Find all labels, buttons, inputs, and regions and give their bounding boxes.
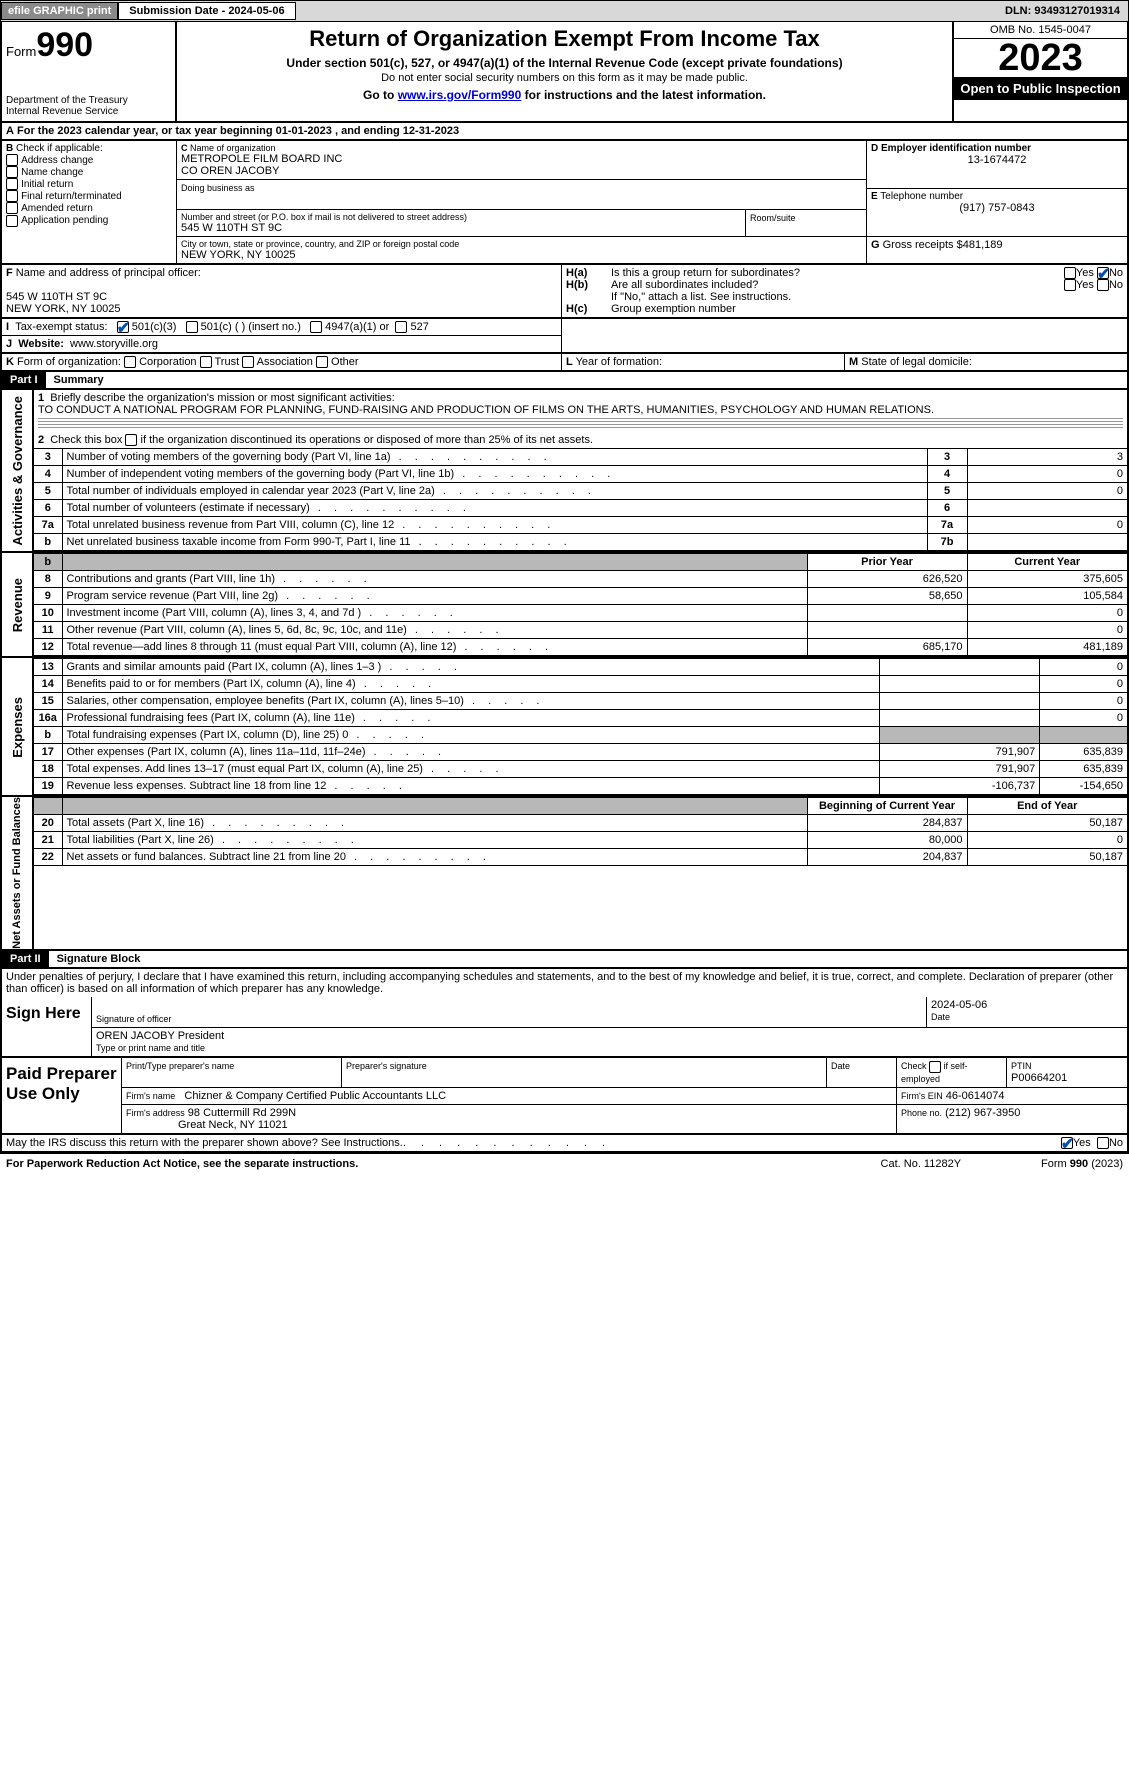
expenses-table: 13Grants and similar amounts paid (Part … xyxy=(34,658,1127,795)
check-app-pending[interactable] xyxy=(6,215,18,227)
check-trust[interactable] xyxy=(200,356,212,368)
efile-print-button[interactable]: efile GRAPHIC print xyxy=(1,2,118,20)
check-assoc[interactable] xyxy=(242,356,254,368)
discuss-no[interactable] xyxy=(1097,1137,1109,1149)
check-name-change[interactable] xyxy=(6,166,18,178)
check-address-change[interactable] xyxy=(6,154,18,166)
hb-yes[interactable] xyxy=(1064,279,1076,291)
officer-addr2: NEW YORK, NY 10025 xyxy=(6,303,557,315)
check-amended[interactable] xyxy=(6,202,18,214)
irs-label: Internal Revenue Service xyxy=(6,106,171,117)
section-expenses: Expenses 13Grants and similar amounts pa… xyxy=(0,658,1129,797)
check-final-return[interactable] xyxy=(6,190,18,202)
phone: (917) 757-0843 xyxy=(871,202,1123,214)
spacer xyxy=(296,9,997,13)
city: NEW YORK, NY 10025 xyxy=(181,249,862,261)
check-501c3[interactable] xyxy=(117,321,129,333)
firm-name: Chizner & Company Certified Public Accou… xyxy=(184,1090,446,1102)
ein: 13-1674472 xyxy=(871,154,1123,166)
netassets-table: Beginning of Current YearEnd of Year20To… xyxy=(34,797,1127,866)
check-corp[interactable] xyxy=(124,356,136,368)
f-h-block: F Name and address of principal officer:… xyxy=(0,265,1129,319)
page-footer: For Paperwork Reduction Act Notice, see … xyxy=(0,1153,1129,1174)
street: 545 W 110TH ST 9C xyxy=(181,222,741,234)
officer-name: OREN JACOBY President xyxy=(96,1030,1123,1042)
k-l-m-block: K Form of organization: Corporation Trus… xyxy=(0,354,1129,372)
hb-no[interactable] xyxy=(1097,279,1109,291)
i-j-block: I Tax-exempt status: 501(c)(3) 501(c) ( … xyxy=(0,319,1129,354)
part2-header: Part IISignature Block xyxy=(0,951,1129,969)
governance-table: 3Number of voting members of the governi… xyxy=(34,448,1127,551)
section-governance: Activities & Governance 1 Briefly descri… xyxy=(0,390,1129,553)
officer-addr1: 545 W 110TH ST 9C xyxy=(6,291,557,303)
check-4947[interactable] xyxy=(310,321,322,333)
section-netassets: Net Assets or Fund Balances Beginning of… xyxy=(0,797,1129,951)
check-self-employed[interactable] xyxy=(929,1061,941,1073)
check-527[interactable] xyxy=(395,321,407,333)
org-name: METROPOLE FILM BOARD INC xyxy=(181,153,862,165)
subtitle-1: Under section 501(c), 527, or 4947(a)(1)… xyxy=(181,56,948,70)
line-a: A For the 2023 calendar year, or tax yea… xyxy=(0,123,1129,141)
check-initial-return[interactable] xyxy=(6,178,18,190)
form-title: Return of Organization Exempt From Incom… xyxy=(181,26,948,52)
discuss-yes[interactable] xyxy=(1061,1137,1073,1149)
discuss-row: May the IRS discuss this return with the… xyxy=(0,1135,1129,1153)
check-501c[interactable] xyxy=(186,321,198,333)
paid-preparer-block: Paid Preparer Use Only Print/Type prepar… xyxy=(0,1058,1129,1135)
form-number: Form990 xyxy=(6,26,171,65)
subtitle-3: Go to www.irs.gov/Form990 for instructio… xyxy=(181,88,948,102)
ha-no[interactable] xyxy=(1097,267,1109,279)
gross-receipts: 481,189 xyxy=(963,239,1003,251)
check-discontinued[interactable] xyxy=(125,434,137,446)
website: www.storyville.org xyxy=(70,338,158,350)
open-inspection: Open to Public Inspection xyxy=(954,77,1127,100)
topbar: efile GRAPHIC print Submission Date - 20… xyxy=(0,0,1129,22)
org-name-2: CO OREN JACOBY xyxy=(181,165,862,177)
dept-treasury: Department of the Treasury xyxy=(6,95,171,106)
dln: DLN: 93493127019314 xyxy=(997,3,1128,19)
form-header: Form990 Department of the Treasury Inter… xyxy=(0,22,1129,123)
tax-year: 2023 xyxy=(954,39,1127,77)
subtitle-2: Do not enter social security numbers on … xyxy=(181,72,948,84)
revenue-table: bPrior YearCurrent Year8Contributions an… xyxy=(34,553,1127,656)
check-other[interactable] xyxy=(316,356,328,368)
ha-yes[interactable] xyxy=(1064,267,1076,279)
submission-date: Submission Date - 2024-05-06 xyxy=(118,2,295,20)
entity-block: B Check if applicable: Address change Na… xyxy=(0,141,1129,265)
irs-link[interactable]: www.irs.gov/Form990 xyxy=(398,88,522,102)
penalties-text: Under penalties of perjury, I declare th… xyxy=(0,969,1129,997)
sign-block: Sign Here Signature of officer 2024-05-0… xyxy=(0,997,1129,1058)
part1-header: Part ISummary xyxy=(0,372,1129,390)
mission-text: TO CONDUCT A NATIONAL PROGRAM FOR PLANNI… xyxy=(38,404,934,416)
section-revenue: Revenue bPrior YearCurrent Year8Contribu… xyxy=(0,553,1129,658)
